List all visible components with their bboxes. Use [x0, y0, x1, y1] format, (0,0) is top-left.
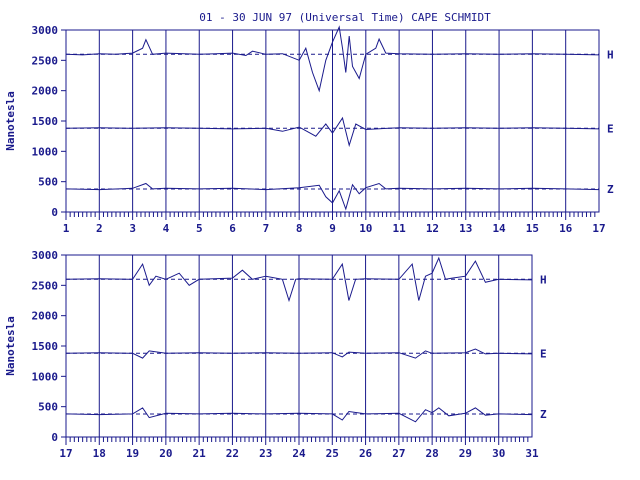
- x-tick-label: 24: [292, 447, 306, 460]
- x-tick-label: 9: [329, 222, 336, 235]
- x-tick-label: 1: [63, 222, 70, 235]
- x-tick-label: 25: [326, 447, 339, 460]
- x-tick-label: 17: [59, 447, 72, 460]
- x-tick-label: 5: [196, 222, 203, 235]
- series-z: [65, 407, 533, 423]
- y-tick-label: 1500: [32, 340, 59, 353]
- x-tick-label: 15: [526, 222, 539, 235]
- x-tick-label: 16: [559, 222, 573, 235]
- x-tick-label: 18: [93, 447, 106, 460]
- y-tick-label: 2000: [32, 85, 59, 98]
- panel-top: 1 2 3 4 5 6 7 8 9 10 11 12 13 14 15 16 17050010001500200…: [4, 24, 614, 235]
- x-tick-label: 29: [459, 447, 472, 460]
- y-tick-label: 1000: [32, 370, 59, 383]
- x-tick-label: 3: [129, 222, 136, 235]
- x-tick-label: 28: [426, 447, 439, 460]
- series-label-z: Z: [607, 183, 614, 196]
- y-tick-label: 2000: [32, 310, 59, 323]
- y-axis-label: Nanotesla: [4, 316, 17, 376]
- series-h: [65, 25, 600, 93]
- x-tick-label: 22: [226, 447, 239, 460]
- panel-bottom: 17 18 19 20 21 22 23 24 25 26 27 28 29 30 31 0 500 1000 15…: [4, 249, 547, 460]
- chart-title: 01 - 30 JUN 97 (Universal Time) CAPE SCH…: [199, 11, 491, 24]
- y-tick-label: 1500: [32, 115, 59, 128]
- series-label-e: E: [607, 122, 614, 135]
- x-tick-label: 21: [193, 447, 207, 460]
- x-tick-label: 19: [126, 447, 139, 460]
- series-label-h: H: [607, 48, 614, 61]
- y-tick-label: 500: [38, 176, 58, 189]
- x-tick-label: 4: [163, 222, 170, 235]
- x-tick-label: 7: [263, 222, 270, 235]
- y-tick-label: 1000: [32, 145, 59, 158]
- y-tick-label: 3000: [32, 249, 59, 262]
- x-tick-label: 27: [392, 447, 405, 460]
- x-tick-label: 14: [492, 222, 506, 235]
- x-tick-label: 20: [159, 447, 172, 460]
- x-tick-label: 23: [259, 447, 272, 460]
- x-tick-label: 31: [525, 447, 539, 460]
- x-tick-label: 13: [459, 222, 472, 235]
- y-tick-label: 3000: [32, 24, 59, 37]
- x-tick-label: 12: [426, 222, 439, 235]
- x-tick-label: 10: [359, 222, 372, 235]
- series-label-z: Z: [540, 408, 547, 421]
- series-label-e: E: [540, 347, 547, 360]
- y-tick-label: 2500: [32, 54, 59, 67]
- y-tick-label: 2500: [32, 279, 59, 292]
- series-h: [65, 256, 533, 303]
- y-tick-label: 0: [51, 431, 58, 444]
- x-tick-label: 17: [592, 222, 605, 235]
- x-tick-label: 26: [359, 447, 373, 460]
- series-label-h: H: [540, 273, 547, 286]
- y-tick-label: 500: [38, 401, 58, 414]
- y-axis-label: Nanotesla: [4, 91, 17, 151]
- y-tick-label: 0: [51, 206, 58, 219]
- series-e: [65, 116, 600, 148]
- x-tick-label: 6: [229, 222, 236, 235]
- series-z: [65, 182, 600, 211]
- x-tick-label: 2: [96, 222, 103, 235]
- series-e: [65, 348, 533, 359]
- x-tick-label: 11: [393, 222, 407, 235]
- x-tick-label: 8: [296, 222, 303, 235]
- x-tick-label: 30: [492, 447, 505, 460]
